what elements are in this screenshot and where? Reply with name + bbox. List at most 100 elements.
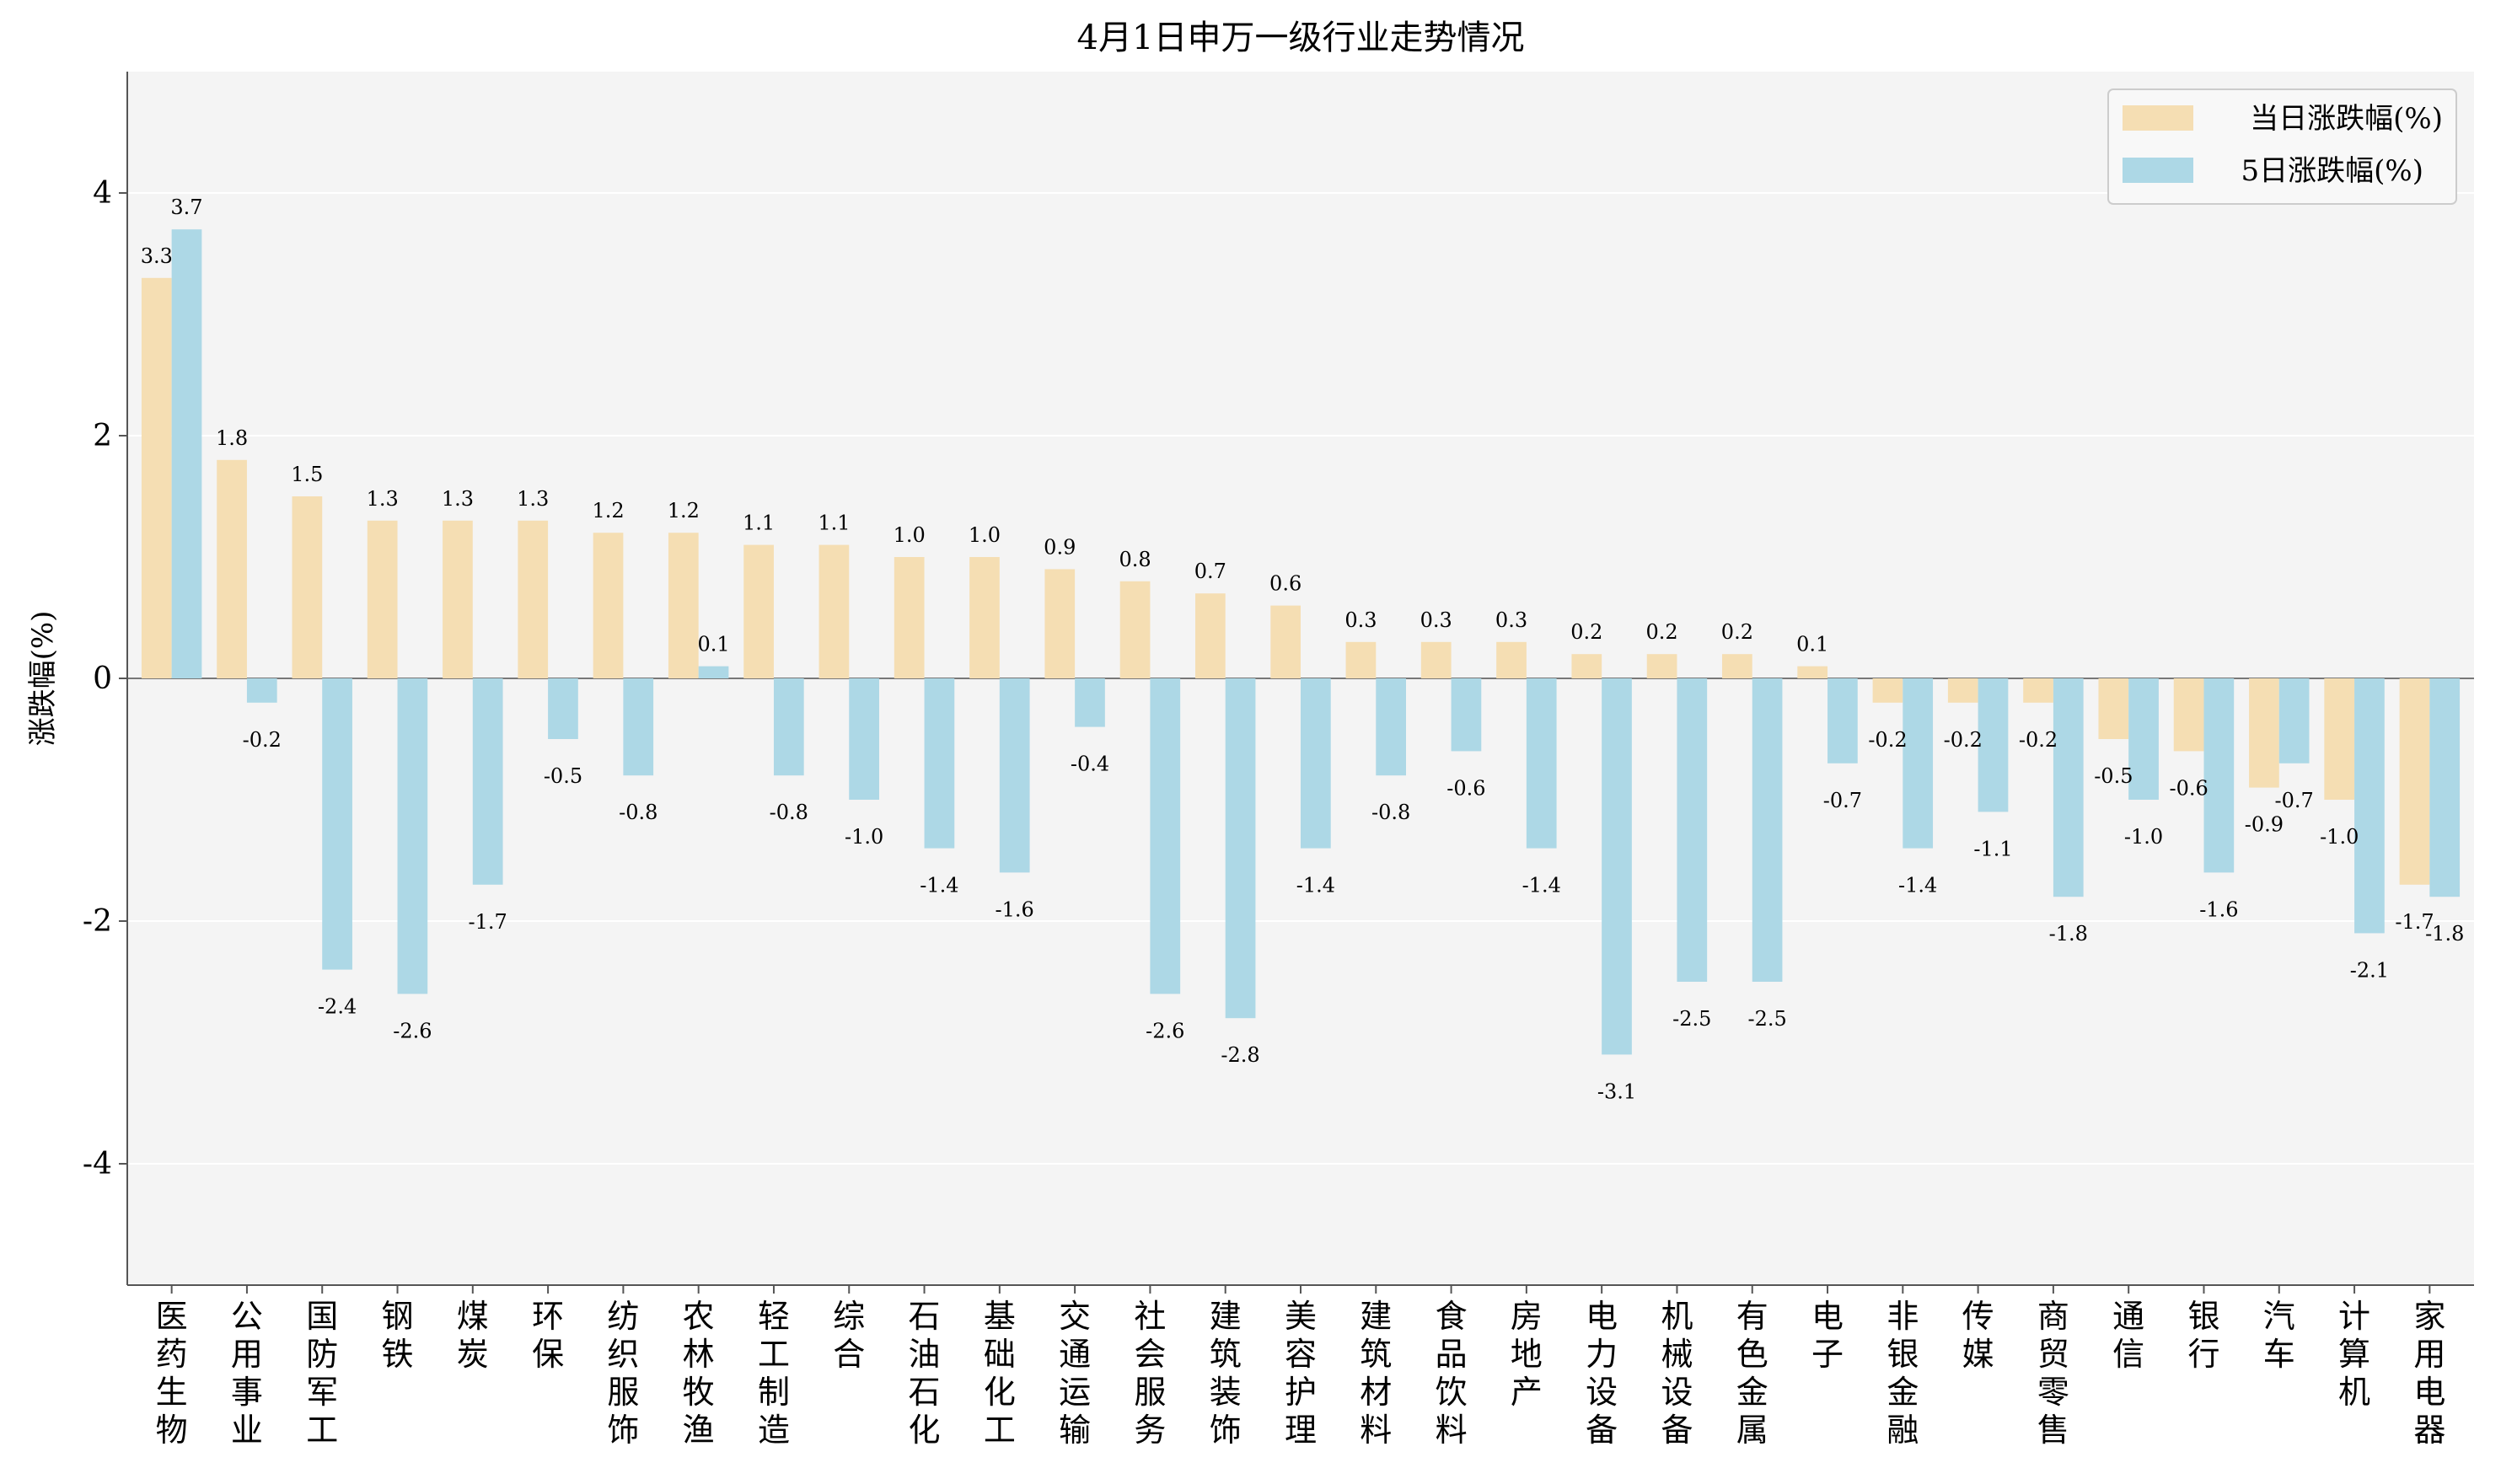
bar-5day [2278, 678, 2310, 763]
legend-swatch-5day [2123, 158, 2193, 183]
data-label: 1.1 [743, 512, 775, 535]
data-label: -1.7 [469, 910, 507, 934]
x-tick-label: 商贸零售 [2037, 1298, 2069, 1449]
bar-daily [894, 557, 925, 678]
bar-5day [171, 229, 202, 678]
bar-daily [1119, 581, 1151, 678]
bar-5day [999, 678, 1030, 873]
x-tick-label: 有色金属 [1736, 1298, 1768, 1449]
data-label: 1.5 [291, 463, 323, 486]
x-tick-label: 公用事业 [231, 1298, 263, 1449]
data-label: 0.1 [1796, 633, 1828, 656]
x-tick-label: 轻工制造 [758, 1298, 790, 1449]
legend-label-5day: 5日涨跌幅(%) [2241, 154, 2423, 188]
bar-daily [2324, 678, 2355, 800]
bar-5day [1602, 678, 1632, 1055]
bar-daily [1646, 654, 1677, 678]
x-tick-label: 社会服务 [1134, 1298, 1166, 1449]
bar-daily [1722, 654, 1752, 678]
data-label: -0.7 [1823, 789, 1862, 812]
bar-daily [593, 533, 624, 678]
data-label: 3.7 [170, 196, 202, 219]
data-label: -2.1 [2350, 958, 2389, 982]
bar-daily [443, 520, 473, 678]
bar-5day [1903, 678, 1934, 849]
bar-daily [2098, 678, 2129, 739]
x-tick-label: 国防军工 [306, 1298, 338, 1449]
x-tick-label: 环保 [532, 1298, 564, 1373]
bar-daily [1571, 654, 1602, 678]
data-label: 1.0 [969, 523, 1001, 547]
x-tick-label: 通信 [2112, 1298, 2144, 1373]
bar-daily [743, 544, 774, 678]
bar-daily [969, 557, 1000, 678]
bar-5day [397, 678, 428, 994]
bar-5day [1752, 678, 1783, 982]
data-label: 1.0 [894, 523, 926, 547]
data-label: -1.0 [2124, 825, 2163, 849]
x-tick-label: 医药生物 [156, 1298, 188, 1449]
bar-daily [367, 520, 398, 678]
data-label: 0.2 [1721, 620, 1753, 644]
x-tick-label: 银行 [2187, 1298, 2219, 1373]
bar-5day [1827, 678, 1858, 763]
bar-5day [1451, 678, 1482, 752]
data-label: 0.6 [1269, 572, 1301, 596]
y-tick-label: -4 [83, 1147, 112, 1181]
data-label: -0.2 [1868, 728, 1907, 752]
y-tick-label: 0 [93, 662, 112, 696]
data-label: -0.2 [2019, 728, 2058, 752]
data-label: -1.4 [1898, 874, 1937, 897]
x-tick-label: 综合 [833, 1298, 865, 1373]
x-tick-label: 计算机 [2338, 1298, 2370, 1411]
bar-5day [773, 678, 804, 776]
y-tick-label: -2 [83, 904, 112, 939]
bar-5day [1301, 678, 1331, 849]
bar-daily [217, 459, 247, 678]
data-label: -0.2 [1944, 728, 1983, 752]
data-label: 0.3 [1344, 608, 1377, 632]
data-label: -2.8 [1221, 1043, 1259, 1067]
data-label: -2.6 [393, 1019, 432, 1042]
bar-5day [1978, 678, 2009, 812]
data-label: 0.7 [1194, 560, 1226, 583]
data-label: 1.2 [668, 499, 700, 522]
x-tick-label: 非银金融 [1886, 1298, 1919, 1449]
legend-label-daily: 当日涨跌幅(%) [2250, 102, 2443, 136]
bar-5day [2128, 678, 2159, 800]
x-tick-label: 石油石化 [909, 1298, 941, 1449]
bar-daily [518, 520, 549, 678]
chart-title: 4月1日申万一级行业走势情况 [1077, 19, 1525, 57]
legend: 当日涨跌幅(%) 5日涨跌幅(%) [2107, 88, 2457, 205]
bar-5day [1075, 678, 1105, 727]
data-label: -1.0 [845, 825, 883, 849]
bar-5day [698, 666, 729, 678]
data-label: -0.4 [1071, 753, 1109, 776]
y-tick-label: 4 [93, 176, 112, 211]
bar-5day [1376, 678, 1407, 776]
bar-5day [2354, 678, 2385, 934]
data-label: -0.6 [2169, 776, 2208, 800]
data-label: 3.3 [141, 244, 173, 268]
data-label: -1.6 [2199, 897, 2238, 921]
bar-daily [1496, 641, 1527, 678]
x-tick-label: 煤炭 [457, 1298, 489, 1373]
x-tick-label: 农林牧渔 [683, 1298, 715, 1449]
bar-5day [1225, 678, 1256, 1019]
bar-5day [322, 678, 352, 970]
bar-daily [1947, 678, 1978, 703]
bar-daily [141, 277, 172, 678]
data-label: -2.5 [1672, 1007, 1711, 1031]
data-label: -1.4 [920, 874, 958, 897]
bar-5day [623, 678, 654, 776]
bar-5day [1150, 678, 1181, 994]
data-label: 1.1 [818, 512, 850, 535]
data-label: -0.8 [619, 801, 657, 824]
data-label: 0.9 [1044, 535, 1076, 559]
x-tick-label: 电子 [1811, 1298, 1844, 1373]
bar-daily [1345, 641, 1377, 678]
y-tick-label: 2 [93, 419, 112, 453]
bar-5day [849, 678, 879, 800]
data-label: 0.3 [1420, 608, 1452, 632]
data-label: -1.4 [1522, 874, 1561, 897]
